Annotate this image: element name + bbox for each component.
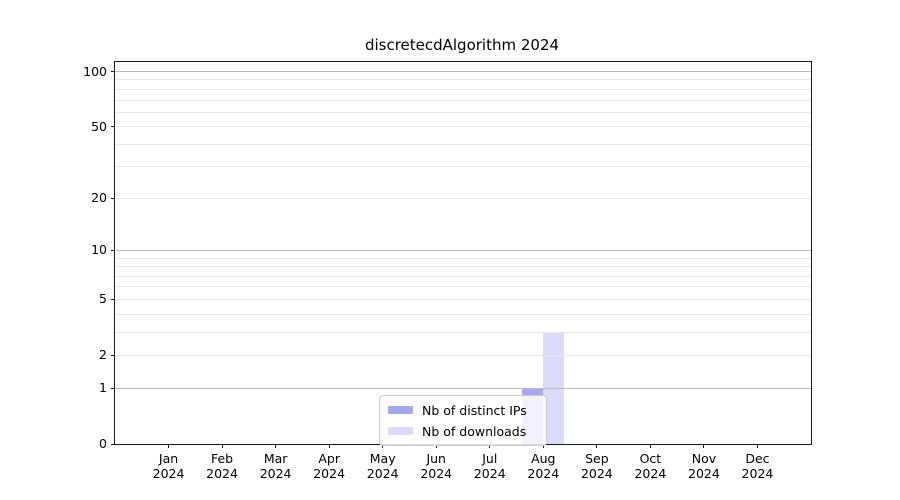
y-tick-label: 20	[91, 190, 107, 206]
y-tick-mark	[111, 249, 115, 251]
y-gridline-minor	[115, 79, 811, 81]
chart-title: discretecdAlgorithm 2024	[364, 36, 560, 54]
y-gridline-minor	[115, 99, 811, 101]
x-tick-mark	[756, 444, 758, 448]
x-tick-label: Dec 2024	[741, 451, 774, 481]
x-tick-mark	[542, 444, 544, 448]
x-tick-mark	[649, 444, 651, 448]
y-tick-mark	[111, 354, 115, 356]
y-tick-label: 2	[99, 347, 107, 363]
y-gridline-minor	[115, 331, 811, 333]
legend-item-distinct-ips: Nb of distinct IPs	[388, 402, 538, 418]
legend: Nb of distinct IPs Nb of downloads	[379, 395, 547, 446]
x-tick-mark	[596, 444, 598, 448]
x-tick-label: Jul 2024	[473, 451, 506, 481]
x-tick-label: Jun 2024	[420, 451, 453, 481]
y-gridline-minor	[115, 111, 811, 113]
y-gridline	[115, 197, 811, 199]
y-tick-mark	[111, 126, 115, 128]
y-tick-label: 0	[99, 436, 107, 451]
y-gridline	[115, 126, 811, 128]
x-tick-label: Oct 2024	[634, 451, 667, 481]
y-gridline-minor	[115, 275, 811, 277]
legend-swatch-downloads	[388, 427, 413, 435]
x-tick-mark	[703, 444, 705, 448]
legend-swatch-distinct-ips	[388, 406, 413, 414]
y-gridline-minor	[115, 257, 811, 259]
y-gridline-minor	[115, 88, 811, 90]
x-tick-label: Mar 2024	[259, 451, 292, 481]
x-tick-label: May 2024	[366, 451, 399, 481]
x-tick-mark	[435, 444, 437, 448]
y-tick-mark	[111, 197, 115, 199]
y-tick-label: 10	[91, 242, 107, 258]
x-tick-label: Jan 2024	[152, 451, 185, 481]
y-gridline	[115, 249, 811, 251]
y-gridline-minor	[115, 266, 811, 268]
y-tick-mark	[111, 443, 115, 445]
y-tick-label: 5	[99, 291, 107, 307]
y-tick-label: 100	[83, 63, 107, 79]
x-tick-mark	[489, 444, 491, 448]
x-tick-mark	[328, 444, 330, 448]
y-gridline-minor	[115, 313, 811, 315]
y-gridline	[115, 71, 811, 73]
y-tick-label: 50	[91, 118, 107, 134]
x-tick-label: Apr 2024	[313, 451, 346, 481]
legend-label-distinct-ips: Nb of distinct IPs	[422, 402, 527, 418]
y-gridline-minor	[115, 166, 811, 168]
plot-area: Nb of distinct IPs Nb of downloads 0 1 2 5 1…	[83, 61, 812, 481]
x-tick-mark	[382, 444, 384, 448]
y-tick-mark	[111, 71, 115, 73]
x-tick-mark	[275, 444, 277, 448]
y-gridline-minor	[115, 286, 811, 288]
x-tick-label: Nov 2024	[688, 451, 720, 481]
x-tick-label: Feb 2024	[206, 451, 238, 481]
x-tick-mark	[168, 444, 170, 448]
legend-label-downloads: Nb of downloads	[422, 423, 527, 439]
x-tick-label: Aug 2024	[527, 451, 560, 481]
y-gridline	[115, 387, 811, 389]
y-tick-mark	[111, 387, 115, 389]
y-tick-mark	[111, 298, 115, 300]
y-gridline	[115, 354, 811, 356]
y-tick-label: 1	[99, 380, 107, 396]
y-gridline-minor	[115, 143, 811, 145]
legend-item-downloads: Nb of downloads	[388, 423, 538, 439]
x-tick-label: Sep 2024	[580, 451, 613, 481]
x-tick-mark	[221, 444, 223, 448]
y-gridline	[115, 298, 811, 300]
